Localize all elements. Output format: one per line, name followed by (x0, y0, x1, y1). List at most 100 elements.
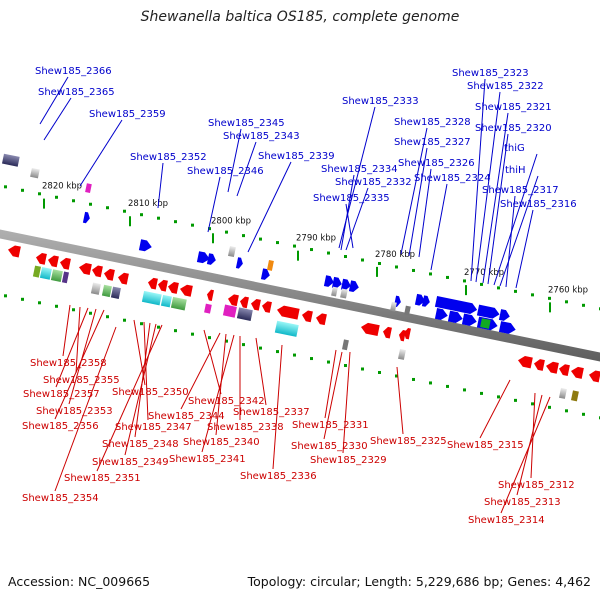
reverse-gene-connector (75, 306, 81, 374)
reverse-gene (36, 252, 47, 265)
reverse-gene (32, 265, 41, 278)
reverse-gene-label: Shew185_2340 (183, 437, 260, 448)
gene-shape (383, 326, 392, 339)
genome-backbone (0, 229, 600, 362)
gene-shape (90, 282, 101, 295)
forward-gene (1, 153, 20, 167)
reverse-gene-connector (396, 366, 404, 435)
gene-shape (118, 272, 129, 285)
forward-gene (266, 260, 274, 271)
scale-dot (225, 339, 228, 343)
scale-tick-label: 2810 kbp (128, 199, 168, 209)
forward-gene (138, 239, 152, 252)
reverse-gene-label: Shew185_2338 (207, 422, 284, 433)
gene-shape (32, 265, 41, 278)
forward-gene-connector (487, 133, 509, 285)
gene-shape (323, 275, 334, 287)
forward-gene (331, 286, 338, 297)
scale-dot (55, 304, 58, 308)
scale-dot (480, 282, 483, 286)
forward-gene (85, 183, 92, 194)
reverse-gene (61, 271, 70, 284)
forward-gene-connector (482, 112, 509, 284)
reverse-gene (110, 286, 121, 299)
scale-dot (429, 381, 432, 385)
reverse-gene-label: Shew185_2357 (23, 389, 100, 400)
forward-gene-connector (499, 175, 539, 287)
gene-shape (434, 295, 478, 314)
gene-shape (170, 296, 187, 311)
scale-dot (327, 251, 330, 255)
scale-dot (548, 405, 551, 409)
gene-shape (461, 313, 477, 326)
reverse-gene-connector (255, 337, 267, 406)
gene-shape (82, 211, 90, 224)
gene-shape (390, 301, 397, 312)
gene-shape (302, 310, 313, 323)
gene-shape (559, 364, 570, 376)
forward-gene-label: Shew185_2343 (223, 131, 300, 142)
forward-gene-connector (43, 97, 72, 141)
reverse-gene-label: Shew185_2344 (148, 411, 225, 422)
gene-shape (414, 293, 425, 306)
scale-dot (38, 301, 41, 305)
reverse-gene (48, 255, 59, 268)
forward-gene-label: Shew185_2359 (89, 109, 166, 120)
reverse-gene (8, 245, 21, 258)
reverse-gene (558, 387, 567, 399)
gene-shape (235, 257, 243, 269)
reverse-gene (534, 359, 545, 371)
gene-shape (222, 304, 237, 318)
forward-gene-label: Shew185_2320 (475, 123, 552, 134)
scale-tick-label: 2790 kbp (296, 234, 336, 244)
forward-gene-label: Shew185_2333 (342, 96, 419, 107)
scale-dot (378, 261, 381, 265)
reverse-gene (570, 390, 579, 402)
gene-shape (277, 305, 300, 320)
scale-dot (361, 258, 364, 262)
forward-gene-connector (493, 153, 538, 286)
forward-gene (498, 321, 516, 334)
scale-dot (225, 230, 228, 234)
reverse-gene (101, 284, 112, 298)
gene-shape (104, 268, 115, 281)
forward-gene-connector (227, 128, 242, 193)
scale-dot (191, 223, 194, 227)
gene-shape (148, 277, 158, 290)
gene-shape (558, 387, 567, 399)
reverse-gene (361, 322, 380, 337)
reverse-gene (170, 296, 187, 311)
scale-dot (310, 248, 313, 252)
scale-dot (497, 286, 500, 290)
scale-dot (242, 234, 245, 238)
forward-gene-label: Shew185_2365 (38, 87, 115, 98)
forward-gene-connector (79, 119, 123, 187)
gene-shape (570, 390, 579, 402)
forward-gene-label: Shew185_2345 (208, 118, 285, 129)
reverse-gene (228, 294, 239, 307)
reverse-gene-label: Shew185_2348 (102, 439, 179, 450)
forward-gene (260, 268, 270, 280)
reverse-gene-connector (143, 321, 149, 421)
scale-tick-label: 2780 kbp (375, 250, 415, 260)
forward-gene-label: Shew185_2328 (394, 117, 471, 128)
gene-shape (498, 321, 516, 334)
forward-gene-label: Shew185_2323 (452, 68, 529, 79)
reverse-gene-label: Shew185_2336 (240, 471, 317, 482)
reverse-gene-label: Shew185_2353 (36, 406, 113, 417)
forward-gene-connector (470, 78, 486, 282)
forward-gene-connector (247, 161, 292, 253)
scale-dot (565, 300, 568, 304)
reverse-gene-connector (54, 326, 117, 492)
scale-dot (123, 209, 126, 213)
forward-gene-connector (236, 141, 257, 197)
scale-dot (38, 192, 41, 196)
scale-dot (208, 336, 211, 340)
gene-shape (340, 288, 348, 299)
reverse-gene (316, 313, 327, 326)
scale-dot (480, 391, 483, 395)
gene-shape (36, 252, 47, 265)
reverse-gene-label: Shew185_2313 (484, 497, 561, 508)
